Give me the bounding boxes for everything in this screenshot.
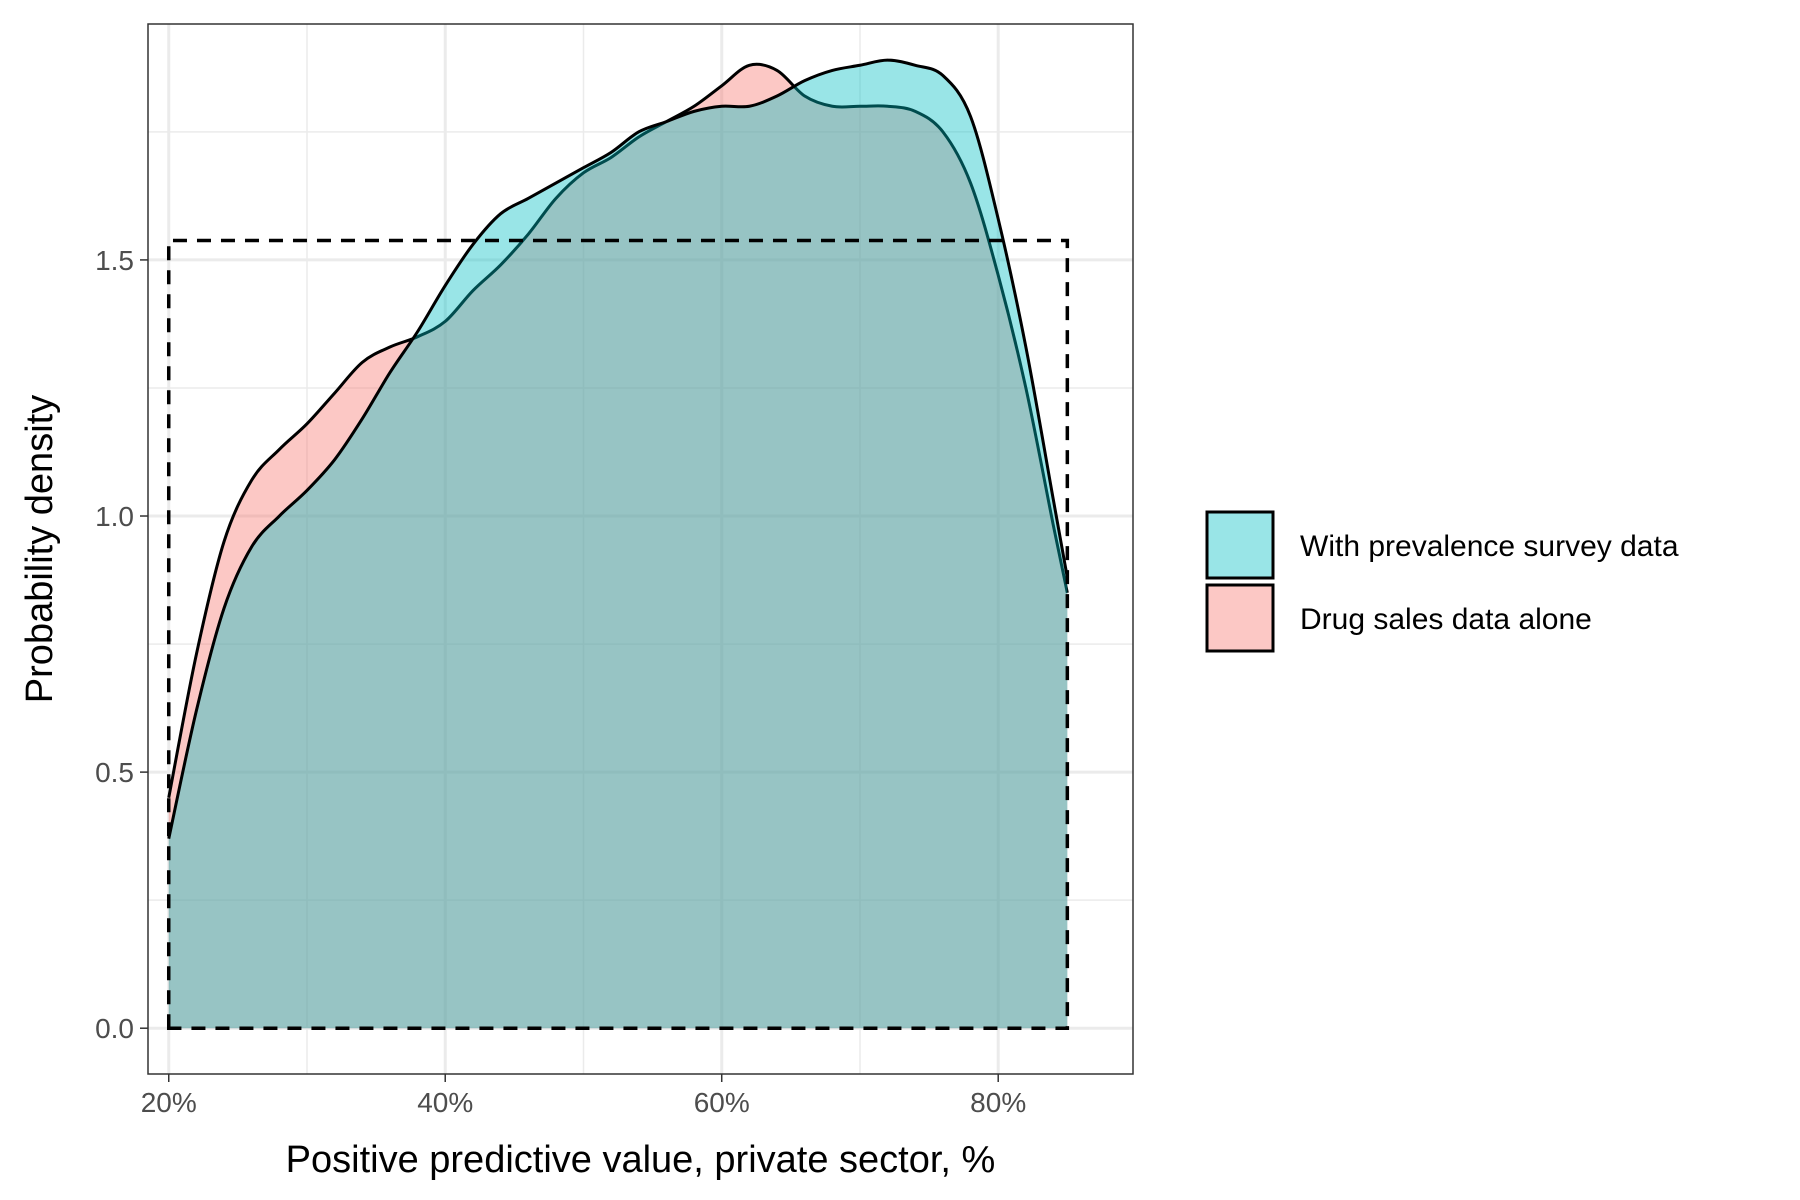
x-tick-label: 40% xyxy=(417,1087,473,1118)
x-tick-label: 80% xyxy=(970,1087,1026,1118)
uniform-prior-reference xyxy=(166,238,1070,1030)
y-tick-label: 0.5 xyxy=(95,757,134,788)
density-area-with-prevalence-survey-data xyxy=(168,60,1068,1029)
legend: With prevalence survey data Drug sales da… xyxy=(1205,510,1679,653)
x-tick-label: 20% xyxy=(141,1087,197,1118)
y-tick-label: 1.0 xyxy=(95,501,134,532)
legend-key-background xyxy=(1207,512,1273,578)
panel-border xyxy=(147,23,1134,1075)
legend-label: Drug sales data alone xyxy=(1300,603,1592,636)
uniform-prior-outline xyxy=(166,238,1070,1030)
legend-label: With prevalence survey data xyxy=(1300,530,1679,563)
legend-key-background xyxy=(1207,585,1273,651)
y-tick-label: 0.0 xyxy=(95,1013,134,1044)
y-tick-label: 1.5 xyxy=(95,245,134,276)
legend-key xyxy=(1205,510,1275,580)
density-line-drug-sales-data-alone xyxy=(167,62,1069,799)
x-tick-label: 60% xyxy=(694,1087,750,1118)
density-areas xyxy=(167,58,1069,1029)
density-line-with-prevalence-survey-data xyxy=(167,58,1069,840)
x-axis-title: Positive predictive value, private secto… xyxy=(286,1139,996,1181)
grid xyxy=(148,24,1133,1074)
axes: 20% 40% 60% 80% 0.0 0.5 1.0 1.5 xyxy=(95,245,1026,1118)
legend-key xyxy=(1205,583,1275,653)
y-axis-title: Probability density xyxy=(19,395,61,703)
density-area-drug-sales-data-alone xyxy=(168,64,1068,1029)
